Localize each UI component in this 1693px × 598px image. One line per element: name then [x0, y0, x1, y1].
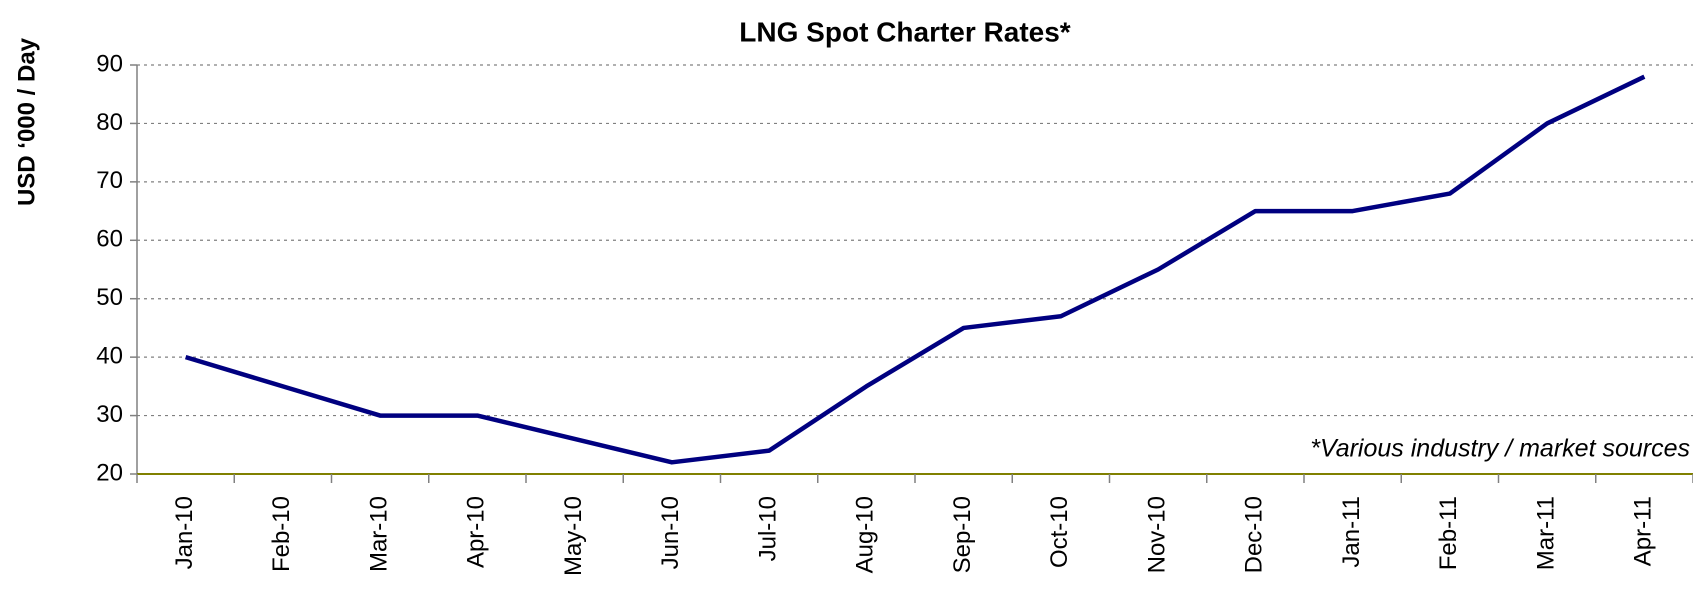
- y-tick-label: 50: [96, 284, 123, 311]
- y-axis-label: USD ‘000 / Day: [13, 37, 40, 206]
- chart-title: LNG Spot Charter Rates*: [739, 16, 1070, 47]
- x-tick-label: Jul-10: [754, 496, 781, 561]
- x-tick-label: Dec-10: [1241, 496, 1268, 573]
- x-tick-label: Nov-10: [1143, 496, 1170, 573]
- y-tick-label: 70: [96, 167, 123, 194]
- x-tick-label: May-10: [560, 496, 587, 576]
- x-tick-label: Jan-10: [171, 496, 198, 569]
- x-tick-label: Oct-10: [1046, 496, 1073, 568]
- x-tick-label: Sep-10: [949, 496, 976, 573]
- x-tick-label: Aug-10: [852, 496, 879, 573]
- x-tick-label: Jun-10: [657, 496, 684, 569]
- x-tick-label: Mar-11: [1532, 496, 1559, 570]
- line-series: [184, 74, 1646, 465]
- y-tick-label: 90: [96, 50, 123, 77]
- x-tick-label: Feb-11: [1435, 496, 1462, 570]
- y-tick-label: 60: [96, 226, 123, 253]
- annotation: *Various industry / market sources: [1310, 435, 1690, 463]
- x-tick-label: Apr-11: [1630, 496, 1657, 566]
- x-tick-label: Mar-10: [365, 496, 392, 572]
- y-tick-label: 80: [96, 109, 123, 136]
- y-tick-label: 30: [96, 401, 123, 428]
- x-tick-label: Jan-11: [1338, 496, 1365, 568]
- x-tick-label: Apr-10: [463, 496, 490, 568]
- y-tick-label: 40: [96, 342, 123, 369]
- x-tick-label: Feb-10: [268, 496, 295, 572]
- y-tick-label: 20: [96, 459, 123, 486]
